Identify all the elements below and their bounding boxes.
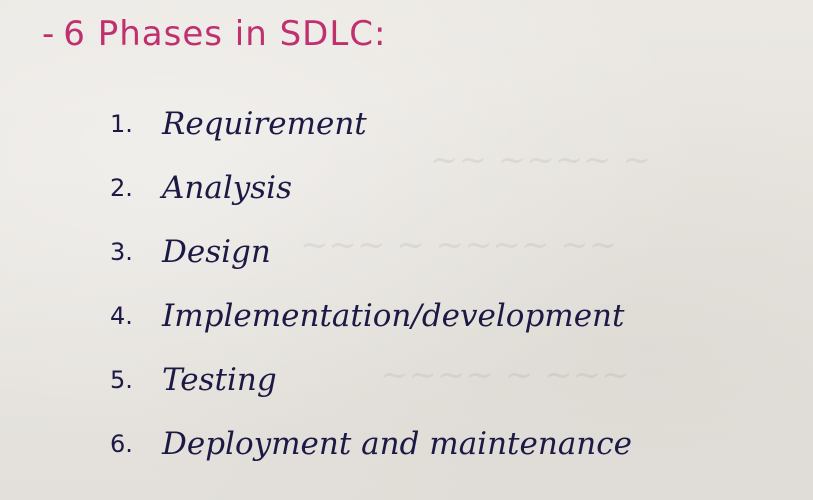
heading-text: 6 Phases in SDLC: bbox=[63, 14, 387, 54]
list-item-label: Requirement bbox=[162, 106, 367, 142]
list-item: 6. Deployment and maintenance bbox=[110, 412, 632, 476]
list-item-label: Implementation/development bbox=[162, 298, 625, 334]
list-item-number: 6. bbox=[110, 430, 133, 458]
list-item-label: Analysis bbox=[162, 170, 292, 206]
heading-dash: - bbox=[42, 14, 56, 54]
list-item: 4. Implementation/development bbox=[110, 284, 632, 348]
list-item-label: Deployment and maintenance bbox=[162, 426, 632, 462]
list-item-label: Testing bbox=[162, 362, 277, 398]
list-item: 5. Testing bbox=[110, 348, 632, 412]
list-item: 1. Requirement bbox=[110, 92, 632, 156]
list-item-number: 4. bbox=[110, 302, 133, 330]
page-heading: -6 Phases in SDLC: bbox=[42, 14, 386, 54]
phase-list: 1. Requirement 2. Analysis 3. Design 4. … bbox=[110, 92, 632, 476]
list-item: 3. Design bbox=[110, 220, 632, 284]
list-item-number: 1. bbox=[110, 110, 133, 138]
list-item: 2. Analysis bbox=[110, 156, 632, 220]
list-item-number: 3. bbox=[110, 238, 133, 266]
list-item-number: 2. bbox=[110, 174, 133, 202]
list-item-number: 5. bbox=[110, 366, 133, 394]
list-item-label: Design bbox=[162, 234, 271, 270]
